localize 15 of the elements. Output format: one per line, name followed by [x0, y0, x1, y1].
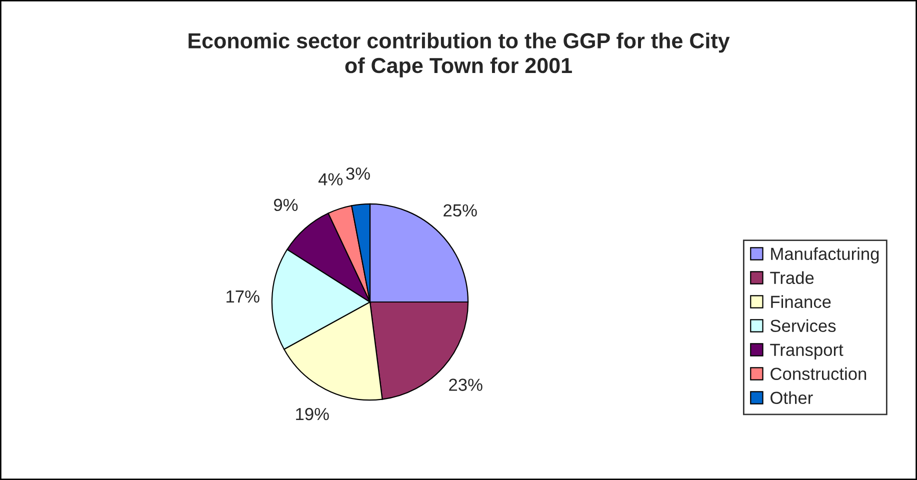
- legend-label: Trade: [770, 271, 814, 284]
- legend-label: Construction: [770, 367, 866, 380]
- data-label: 17%: [226, 290, 260, 303]
- legend-label: Transport: [770, 344, 844, 360]
- legend-label: Manufacturing: [771, 247, 879, 264]
- data-label: 9%: [274, 198, 298, 212]
- data-label: 4%: [318, 173, 343, 186]
- data-label: 19%: [296, 408, 329, 420]
- legend-label: Other: [770, 391, 813, 404]
- data-label: 3%: [346, 167, 370, 180]
- legend-label: Services: [770, 319, 836, 332]
- data-label: 25%: [444, 204, 477, 217]
- data-label: 23%: [449, 378, 482, 391]
- legend-label: Finance: [771, 295, 831, 308]
- chart-title: Economic sector contribution to the GGP for the City of Cape Town for 2001: [188, 32, 730, 78]
